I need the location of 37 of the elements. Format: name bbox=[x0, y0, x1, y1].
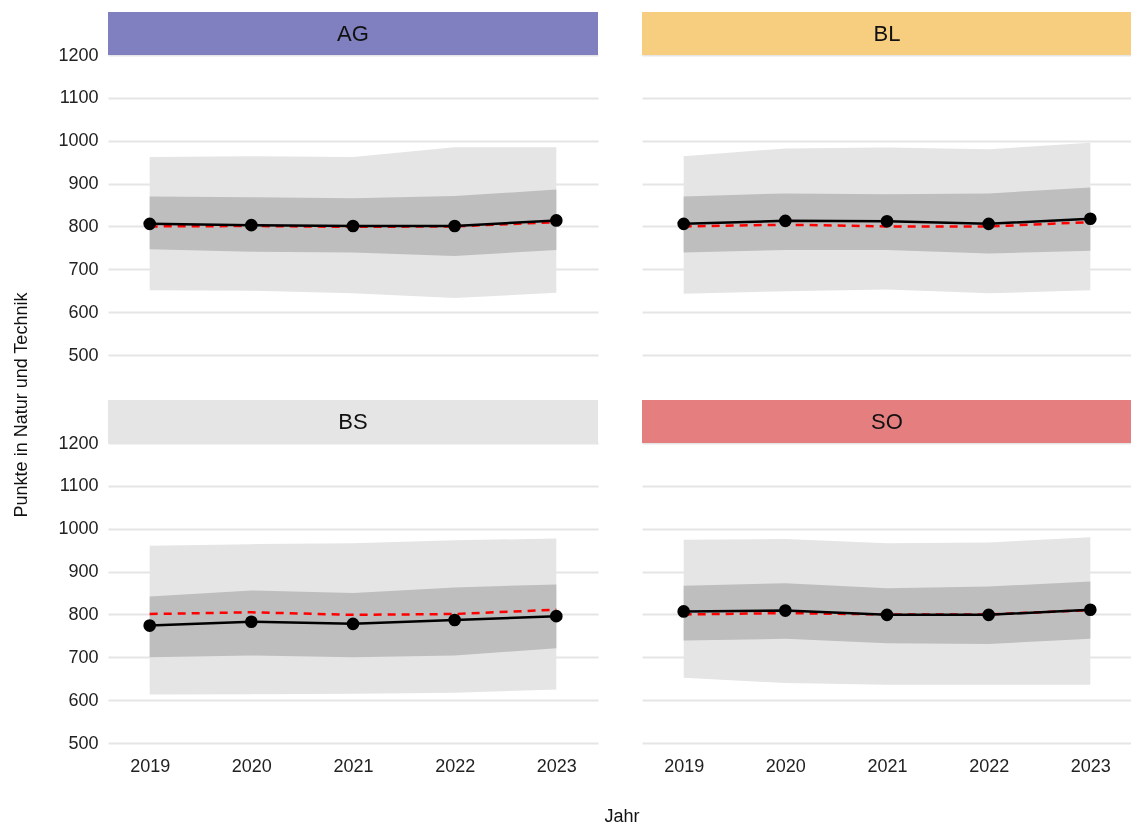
x-tick-label: 2022 bbox=[969, 755, 1010, 776]
x-tick-label: 2023 bbox=[536, 755, 577, 776]
chart-title: BS bbox=[338, 408, 368, 434]
x-tick-label: 2019 bbox=[664, 755, 705, 776]
x-tick-label: 2022 bbox=[435, 755, 476, 776]
y-tick-label: 900 bbox=[68, 561, 99, 582]
y-tick-label: 1200 bbox=[58, 44, 99, 65]
y-axis-title: Punkte in Natur und Technik bbox=[10, 292, 32, 518]
y-tick-label: 700 bbox=[68, 258, 99, 279]
y-tick-label: 800 bbox=[68, 215, 99, 236]
y-tick-label: 1000 bbox=[58, 130, 99, 151]
point bbox=[245, 615, 258, 629]
x-tick-label: 2023 bbox=[1070, 755, 1111, 776]
point bbox=[549, 609, 563, 623]
point bbox=[143, 619, 157, 632]
y-tick-label: 900 bbox=[68, 173, 99, 194]
chart-title: AG bbox=[337, 20, 369, 46]
y-tick-label: 800 bbox=[68, 603, 99, 624]
y-tick-label: 500 bbox=[68, 732, 99, 753]
x-axis-title: Jahr bbox=[604, 806, 640, 827]
x-tick-label: 2021 bbox=[333, 755, 374, 776]
chart-title: SO bbox=[871, 408, 903, 434]
point bbox=[346, 617, 360, 631]
x-tick-label: 2021 bbox=[867, 755, 908, 776]
chart-title: BL bbox=[873, 20, 901, 46]
point bbox=[448, 613, 461, 627]
x-tick-label: 2020 bbox=[231, 755, 272, 776]
x-tick-label: 2020 bbox=[765, 755, 806, 776]
y-tick-label: 1100 bbox=[59, 87, 99, 108]
y-tick-label: 1200 bbox=[58, 432, 99, 453]
y-tick-label: 1000 bbox=[58, 518, 99, 539]
y-tick-label: 700 bbox=[68, 646, 99, 667]
y-tick-label: 500 bbox=[68, 344, 99, 365]
y-tick-label: 600 bbox=[68, 689, 99, 710]
y-tick-label: 600 bbox=[68, 301, 99, 322]
y-tick-label: 1100 bbox=[59, 475, 99, 496]
x-tick-label: 2019 bbox=[130, 755, 171, 776]
